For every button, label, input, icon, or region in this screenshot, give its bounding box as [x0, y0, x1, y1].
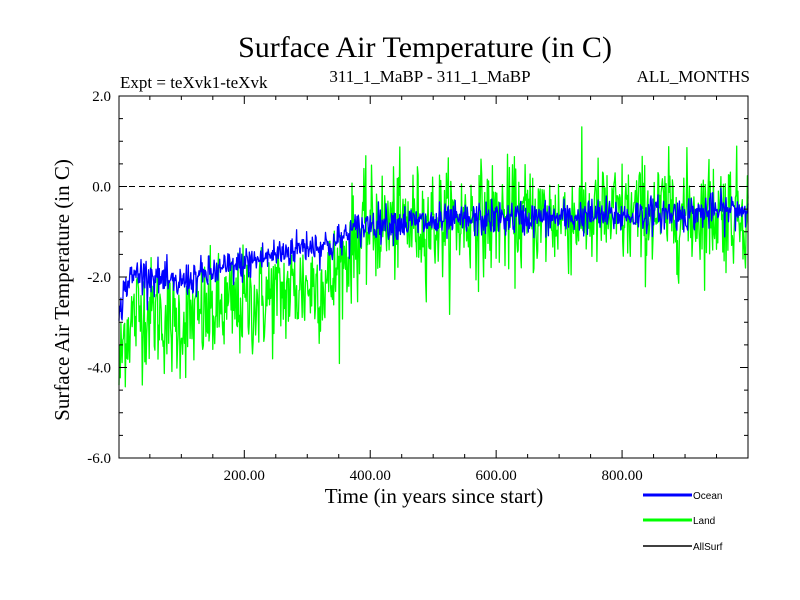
y-tick-label: -4.0 — [87, 361, 111, 377]
x-tick-label: 800.00 — [601, 468, 642, 484]
y-tick-label: 0.0 — [92, 180, 111, 196]
chart-subtitle-right: ALL_MONTHS — [637, 67, 750, 86]
y-axis-label: Surface Air Temperature (in C) — [50, 159, 74, 421]
y-tick-label: 2.0 — [92, 89, 111, 105]
legend-label-allsurf: AllSurf — [693, 542, 723, 553]
x-tick-label: 600.00 — [476, 468, 517, 484]
y-tick-label: -6.0 — [87, 451, 111, 467]
legend-label-ocean: Ocean — [693, 491, 722, 502]
chart-title: Surface Air Temperature (in C) — [238, 31, 612, 64]
legend: Ocean Land AllSurf — [643, 491, 723, 553]
series-line-ocean — [118, 187, 749, 321]
x-axis-label: Time (in years since start) — [325, 484, 544, 508]
x-tick-label: 200.00 — [224, 468, 265, 484]
y-tick-label: -2.0 — [87, 270, 111, 286]
plot-area — [118, 126, 749, 388]
x-axis: 200.00 400.00 600.00 800.00 — [149, 96, 718, 484]
series-line-land — [118, 126, 749, 388]
x-tick-label: 400.00 — [350, 468, 391, 484]
chart-subtitle-center: 311_1_MaBP - 311_1_MaBP — [329, 67, 530, 86]
chart-subtitle-left: Expt = teXvk1-teXvk — [120, 73, 268, 92]
legend-label-land: Land — [693, 516, 715, 527]
y-axis: 2.0 0.0 -2.0 -4.0 -6.0 — [87, 89, 748, 467]
